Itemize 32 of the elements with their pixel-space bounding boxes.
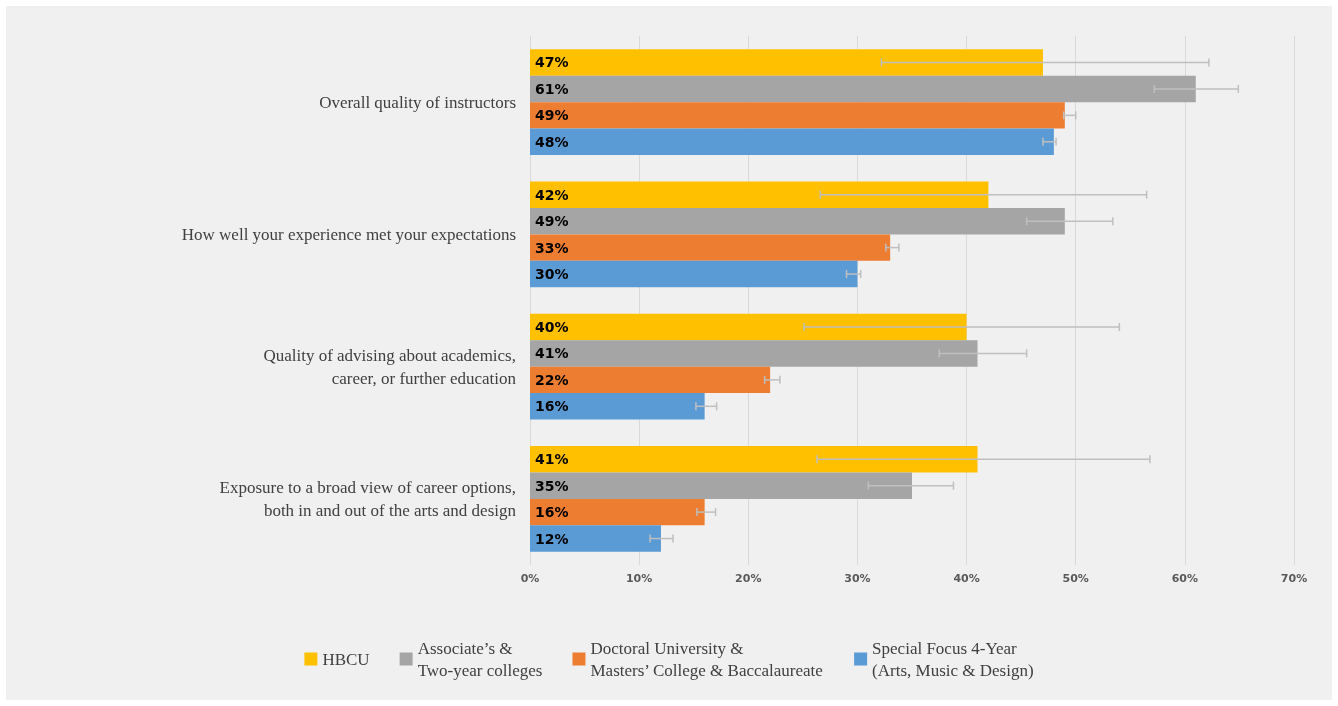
data-label: 16%	[535, 504, 569, 521]
data-label: 61%	[535, 80, 569, 97]
data-label: 42%	[535, 186, 569, 203]
y-tick-label: Exposure to a broad view of career options, both in and out of the arts and design	[219, 477, 517, 520]
data-label: 41%	[535, 451, 569, 468]
y-tick-label: How well your experience met your expectations	[181, 224, 516, 244]
y-tick-label: Overall quality of instructors	[319, 92, 516, 112]
data-label: 49%	[535, 213, 569, 230]
data-label: 40%	[535, 318, 569, 335]
data-label: 41%	[535, 345, 569, 362]
data-label: 48%	[535, 133, 569, 150]
legend-label: Doctoral University & Masters’ College & Baccalaureate	[590, 638, 823, 680]
x-tick-label: 10%	[625, 572, 653, 585]
data-label: 12%	[535, 530, 569, 547]
x-tick-label: 50%	[1062, 572, 1089, 585]
legend-label: HBCU	[322, 649, 370, 669]
x-tick-label: 20%	[735, 572, 762, 585]
x-tick-label: 70%	[1280, 572, 1308, 585]
x-tick-label: 0%	[520, 572, 540, 585]
data-label: 22%	[535, 371, 569, 388]
data-label: 33%	[535, 239, 569, 256]
data-label: 35%	[535, 477, 569, 494]
data-label: 16%	[535, 398, 569, 415]
x-tick-label: 30%	[844, 572, 871, 585]
data-label: 47%	[535, 54, 569, 71]
data-label: 49%	[535, 107, 569, 124]
x-tick-label: 60%	[1171, 572, 1199, 585]
legend-label: Special Focus 4-Year (Arts, Music & Design)	[872, 638, 1034, 680]
x-tick-label: 40%	[953, 572, 980, 585]
data-label: 30%	[535, 266, 569, 283]
legend-label: Associate’s & Two-year colleges	[417, 638, 543, 680]
y-tick-label: Quality of advising about academics, career, or further education	[263, 345, 517, 388]
